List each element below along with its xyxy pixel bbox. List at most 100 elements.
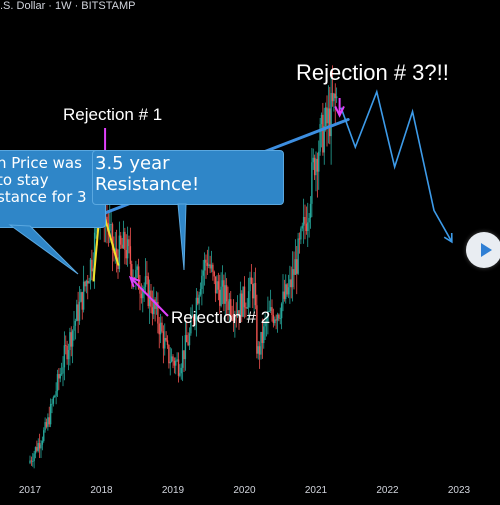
candle-body xyxy=(184,335,187,360)
candle-body xyxy=(227,301,229,310)
candle-body xyxy=(187,342,189,346)
candle-body xyxy=(252,283,254,299)
candle-body xyxy=(190,317,192,334)
candle-body xyxy=(213,271,215,277)
candle-body xyxy=(172,356,174,362)
candle-body xyxy=(67,350,70,360)
candle-body xyxy=(319,124,321,152)
candle-body xyxy=(216,281,218,294)
candle-body xyxy=(221,280,224,287)
x-tick-label: 2022 xyxy=(376,485,399,496)
candle-body xyxy=(161,322,163,332)
callout-left-line2: to stay xyxy=(0,171,49,189)
candle-body xyxy=(165,337,167,341)
candle-body xyxy=(217,281,220,290)
candle-body xyxy=(125,250,127,259)
play-button[interactable] xyxy=(466,232,500,268)
candle-body xyxy=(311,162,313,204)
candle-body xyxy=(257,346,259,354)
candle-body xyxy=(202,270,204,276)
candle-body xyxy=(153,299,155,315)
candle-body xyxy=(308,217,310,223)
candle-body xyxy=(40,444,42,449)
candle-body xyxy=(260,331,262,355)
callout-right-line1: 3.5 year xyxy=(95,153,170,174)
candle-body xyxy=(111,224,114,251)
candle-body xyxy=(267,311,269,322)
candle-body xyxy=(41,440,44,445)
candle-body xyxy=(291,269,294,288)
candle-body xyxy=(162,331,165,349)
candle-body xyxy=(168,345,170,364)
candle-body xyxy=(62,367,64,374)
candle-body xyxy=(286,284,288,295)
candle-body xyxy=(247,291,250,308)
candle-body xyxy=(209,264,211,269)
candle-body xyxy=(60,373,63,375)
candle-body xyxy=(195,297,198,320)
candle-body xyxy=(38,443,41,449)
candle-body xyxy=(34,447,37,454)
candle-body xyxy=(309,203,312,218)
candle-body xyxy=(298,238,301,240)
candle-body xyxy=(59,374,61,379)
candle-body xyxy=(151,307,154,315)
candle-body xyxy=(289,279,291,288)
candle-body xyxy=(80,292,82,302)
candle-body xyxy=(279,318,281,320)
candle-body xyxy=(30,460,33,462)
candle-body xyxy=(223,280,225,304)
candle-body xyxy=(324,107,327,127)
candle-body xyxy=(144,276,147,287)
candle-body xyxy=(312,157,314,163)
candle-body xyxy=(313,157,316,176)
candle-body xyxy=(188,333,191,346)
candle-body xyxy=(70,332,72,347)
candle-body xyxy=(239,293,242,317)
candle-body xyxy=(55,391,57,396)
x-tick-label: 2017 xyxy=(19,485,42,496)
candle-body xyxy=(243,286,246,308)
candle-body xyxy=(48,417,50,425)
candle-body xyxy=(245,307,247,309)
candle-body xyxy=(45,422,48,427)
candle-body xyxy=(179,373,181,376)
candle-body xyxy=(33,453,35,462)
candle-body xyxy=(56,374,59,392)
candle-body xyxy=(302,216,305,226)
candle-body xyxy=(65,345,67,347)
candle-body xyxy=(335,96,338,99)
candle-body xyxy=(316,158,319,172)
candle-body xyxy=(265,321,268,323)
candle-body xyxy=(280,303,283,319)
candle-body xyxy=(235,315,237,317)
candle-body xyxy=(271,307,273,316)
candle-body xyxy=(287,287,290,295)
candle-body xyxy=(228,299,231,310)
candle-body xyxy=(296,259,298,274)
x-tick-label: 2018 xyxy=(90,485,113,496)
candle-body xyxy=(323,126,325,153)
candle-body xyxy=(194,319,196,322)
candle-body xyxy=(173,361,176,366)
candle-body xyxy=(283,291,286,299)
candle-body xyxy=(301,225,303,229)
x-tick-label: 2019 xyxy=(162,485,185,496)
candle-body xyxy=(109,224,111,231)
candle-body xyxy=(275,319,277,321)
candle-body xyxy=(236,310,239,317)
candle-body xyxy=(234,315,236,321)
candle-body xyxy=(89,259,92,282)
candle-body xyxy=(157,301,159,324)
candle-body xyxy=(58,374,60,379)
candle-body xyxy=(47,417,49,427)
candle-body xyxy=(139,289,141,294)
candle-body xyxy=(219,289,221,306)
candle-body xyxy=(238,310,240,317)
candle-body xyxy=(106,216,108,223)
candle-body xyxy=(122,231,125,249)
callout-right-line2: Resistance! xyxy=(95,174,200,195)
candle-body xyxy=(126,239,129,259)
